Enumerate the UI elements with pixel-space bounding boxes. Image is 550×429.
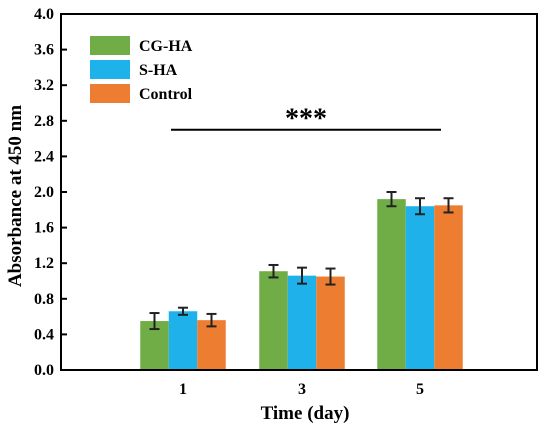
x-tick-label: 3 [298, 381, 306, 398]
y-tick-label: 3.6 [34, 42, 54, 59]
y-axis-label: Absorbance at 450 nm [5, 105, 26, 287]
y-tick-label: 2.4 [34, 148, 54, 165]
x-tick-label: 1 [179, 381, 187, 398]
legend-label: Control [139, 86, 193, 103]
plot-frame [60, 13, 538, 371]
y-tick-label: 1.2 [34, 255, 54, 272]
bar [434, 205, 463, 370]
legend-swatch [90, 84, 130, 103]
bar [197, 320, 226, 370]
bar [168, 311, 198, 370]
x-axis-label: Time (day) [261, 403, 350, 424]
bar [316, 276, 345, 370]
y-axis-ticks: 0.0 0.4 0.8 1.2 1.6 2.0 2.4 2.8 3.2 3.6 4.0 [34, 6, 67, 379]
bars-group [140, 199, 463, 370]
y-tick-label: 0.4 [34, 326, 54, 343]
y-tick-label: 0.0 [34, 362, 54, 379]
legend-label: CG-HA [139, 38, 193, 55]
significance-annotation: *** [171, 104, 441, 135]
legend: CG-HA S-HA Control [90, 36, 193, 103]
legend-label: S-HA [139, 62, 178, 79]
legend-swatch [90, 60, 130, 79]
y-tick-label: 1.6 [34, 220, 54, 237]
x-tick-label: 5 [416, 381, 424, 398]
bar [405, 206, 435, 370]
y-tick-label: 4.0 [34, 6, 54, 23]
bar [377, 199, 406, 370]
y-tick-label: 0.8 [34, 291, 54, 308]
y-tick-label: 2.0 [34, 184, 54, 201]
bar [259, 271, 288, 370]
y-tick-label: 2.8 [34, 113, 54, 130]
y-tick-label: 3.2 [34, 77, 54, 94]
significance-stars: *** [285, 104, 327, 135]
error-bars-group [149, 191, 454, 331]
legend-swatch [90, 36, 130, 55]
bar [287, 275, 317, 370]
